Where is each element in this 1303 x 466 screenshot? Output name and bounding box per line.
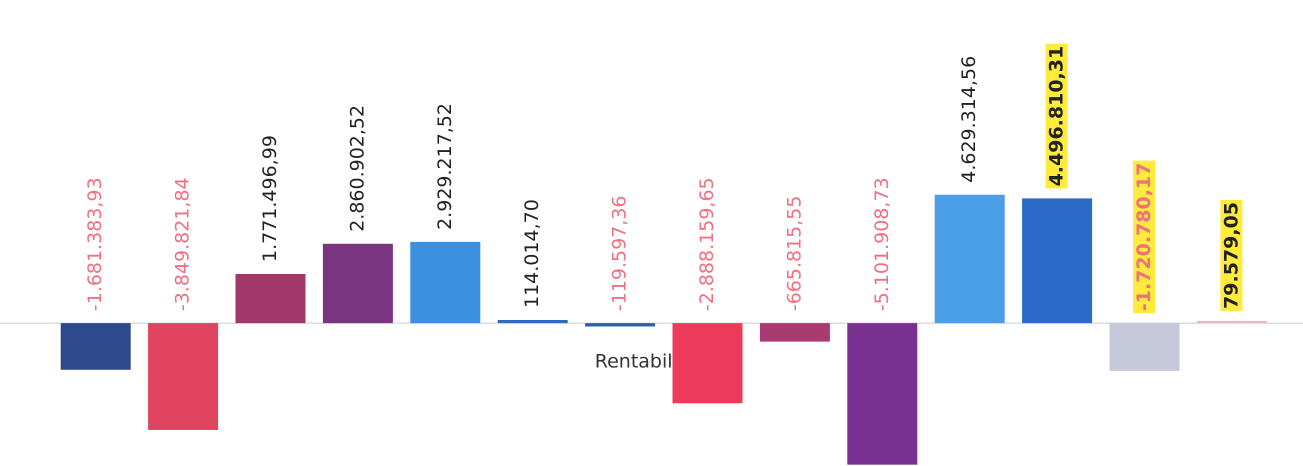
bar xyxy=(847,323,918,465)
value-label: -2.888.159,65 xyxy=(696,177,718,311)
value-label: -3.849.821,84 xyxy=(172,177,194,311)
value-label: -1.681.383,93 xyxy=(84,177,106,311)
bar xyxy=(322,243,393,324)
bar xyxy=(60,323,131,370)
bar xyxy=(497,319,568,324)
value-label: 2.860.902,52 xyxy=(346,105,368,232)
value-label: -665.815,55 xyxy=(783,195,805,311)
value-label: 2.929.217,52 xyxy=(434,103,456,230)
value-label: 4.496.810,31 xyxy=(1046,46,1068,187)
bar xyxy=(759,323,830,342)
value-label: 4.629.314,56 xyxy=(958,56,980,183)
label-highlight xyxy=(1045,43,1068,189)
bar xyxy=(1196,320,1267,324)
bar xyxy=(1022,198,1093,324)
bar xyxy=(585,323,656,327)
value-label: -119.597,36 xyxy=(609,195,631,311)
bar xyxy=(148,323,219,430)
bar xyxy=(1109,323,1180,371)
value-label: -5.101.908,73 xyxy=(871,177,893,311)
value-label: 79.579,05 xyxy=(1220,202,1242,309)
label-highlight xyxy=(1133,160,1155,314)
value-label: 1.771.496,99 xyxy=(259,135,281,262)
value-label: -1.720.780,17 xyxy=(1133,163,1155,312)
value-label: 114.014,70 xyxy=(521,199,543,308)
bar xyxy=(934,194,1005,324)
bar xyxy=(235,274,306,324)
bar xyxy=(410,241,481,324)
label-highlight xyxy=(1220,199,1243,311)
bar xyxy=(672,323,743,404)
